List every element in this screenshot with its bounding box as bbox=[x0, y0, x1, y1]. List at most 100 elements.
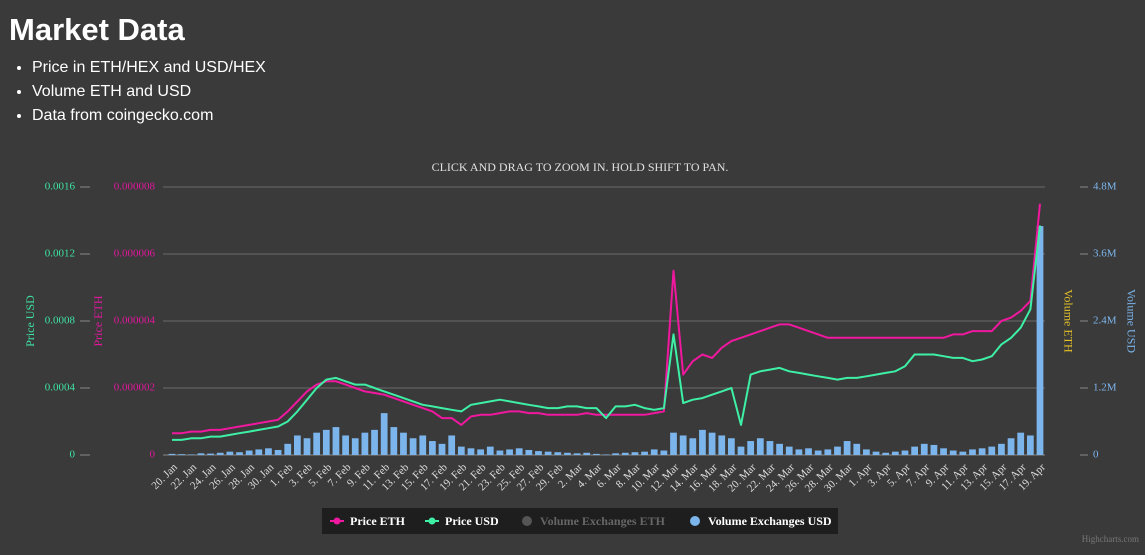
volume-bar bbox=[1026, 435, 1034, 455]
y-tick-label: 0.0012 bbox=[45, 248, 75, 260]
volume-bar bbox=[940, 448, 947, 455]
volume-bar bbox=[988, 446, 996, 455]
volume-bar bbox=[843, 441, 851, 455]
volume-bar bbox=[978, 448, 986, 455]
volume-bar bbox=[178, 454, 186, 455]
volume-bar bbox=[737, 446, 745, 455]
volume-bar bbox=[515, 448, 523, 455]
volume-bar bbox=[564, 452, 571, 455]
volume-bar bbox=[824, 449, 832, 455]
y2-tick-label: 0 bbox=[150, 449, 156, 461]
volume-bar bbox=[400, 432, 407, 455]
legend-label[interactable]: Price ETH bbox=[350, 514, 406, 528]
price-line bbox=[172, 203, 1041, 435]
volume-bar bbox=[226, 451, 234, 455]
bullet: Data from coingecko.com bbox=[32, 104, 266, 128]
volume-bar bbox=[496, 450, 504, 455]
volume-bar bbox=[371, 429, 378, 455]
volume-bar bbox=[814, 450, 822, 455]
volume-bar bbox=[834, 446, 841, 455]
legend-box bbox=[322, 508, 838, 534]
price-line bbox=[172, 225, 1041, 441]
volume-bar bbox=[313, 432, 321, 455]
volume-bar bbox=[689, 438, 697, 455]
y2-axis-title: Price ETH bbox=[91, 295, 105, 346]
legend-marker[interactable] bbox=[522, 516, 532, 526]
legend-label[interactable]: Price USD bbox=[445, 514, 499, 528]
volume-bar bbox=[477, 449, 484, 455]
volume-bar bbox=[679, 435, 687, 455]
volume-bar bbox=[708, 432, 716, 455]
volume-bar bbox=[1007, 438, 1015, 455]
volume-bar bbox=[187, 454, 195, 455]
volume-bar bbox=[592, 453, 600, 455]
volume-bar bbox=[197, 453, 205, 455]
volume-bar bbox=[650, 449, 658, 455]
y2-tick-label: 0.000002 bbox=[114, 382, 155, 394]
y-axis-title: Price USD bbox=[23, 295, 37, 347]
volume-bar bbox=[303, 438, 311, 455]
volume-bar bbox=[438, 443, 446, 455]
legend-label[interactable]: Volume Exchanges ETH bbox=[540, 514, 666, 528]
volume-bar bbox=[612, 453, 620, 455]
volume-bar bbox=[419, 435, 427, 455]
volume-bar bbox=[332, 427, 340, 455]
volume-bar bbox=[718, 435, 726, 455]
volume-bar bbox=[631, 452, 639, 455]
volume-bar bbox=[998, 443, 1005, 455]
volume-bar bbox=[920, 443, 928, 455]
volume-bar bbox=[535, 451, 542, 455]
volume-bar bbox=[911, 446, 918, 455]
y-tick-label: 0.0008 bbox=[45, 315, 76, 327]
volume-bar bbox=[641, 451, 648, 455]
volume-bar bbox=[506, 449, 513, 455]
volume-bar bbox=[390, 427, 398, 455]
y3-tick-label: 1.2M bbox=[1093, 382, 1117, 394]
volume-bar bbox=[467, 448, 475, 455]
volume-bar bbox=[168, 453, 176, 455]
y3-tick-label: 2.4M bbox=[1093, 315, 1117, 327]
volume-bar bbox=[284, 443, 292, 455]
volume-bar bbox=[728, 438, 735, 455]
volume-bar bbox=[207, 453, 214, 455]
y3-tick-label: 3.6M bbox=[1093, 248, 1117, 260]
volume-bar bbox=[756, 438, 764, 455]
legend-marker[interactable] bbox=[333, 517, 341, 525]
volume-bar bbox=[602, 454, 610, 455]
volume-bar bbox=[882, 452, 890, 455]
volume-bar bbox=[805, 448, 812, 455]
y2-tick-label: 0.000008 bbox=[114, 181, 156, 193]
volume-bar bbox=[776, 443, 783, 455]
volume-bar bbox=[766, 441, 774, 455]
y3-tick-label: 4.8M bbox=[1093, 181, 1117, 193]
legend-marker[interactable] bbox=[428, 517, 436, 525]
volume-bar bbox=[747, 441, 755, 455]
volume-bar bbox=[245, 450, 253, 455]
volume-bar bbox=[969, 449, 976, 455]
volume-bar bbox=[322, 429, 330, 455]
volume-bar bbox=[891, 451, 899, 455]
y4-axis-title: Volume ETH bbox=[1061, 289, 1075, 353]
y3-axis-title: Volume USD bbox=[1124, 289, 1138, 353]
volume-bar bbox=[853, 443, 861, 455]
bullet: Volume ETH and USD bbox=[32, 80, 266, 104]
volume-bar bbox=[621, 452, 629, 455]
volume-bar bbox=[949, 450, 957, 455]
volume-bar bbox=[544, 451, 552, 455]
bullet-list: Price in ETH/HEX and USD/HEX Volume ETH … bbox=[14, 56, 266, 128]
volume-bar bbox=[380, 413, 388, 455]
volume-bar bbox=[486, 446, 494, 455]
volume-bar bbox=[930, 444, 938, 455]
volume-bar bbox=[265, 448, 272, 455]
legend-label[interactable]: Volume Exchanges USD bbox=[708, 514, 832, 528]
credits[interactable]: Highcharts.com bbox=[1082, 534, 1139, 544]
y-tick-label: 0.0004 bbox=[45, 382, 76, 394]
volume-bar bbox=[448, 435, 456, 455]
volume-bar bbox=[1017, 432, 1025, 455]
volume-bar bbox=[795, 449, 803, 455]
y2-tick-label: 0.000006 bbox=[114, 248, 156, 260]
volume-bar bbox=[785, 446, 793, 455]
legend-marker[interactable] bbox=[690, 516, 700, 526]
